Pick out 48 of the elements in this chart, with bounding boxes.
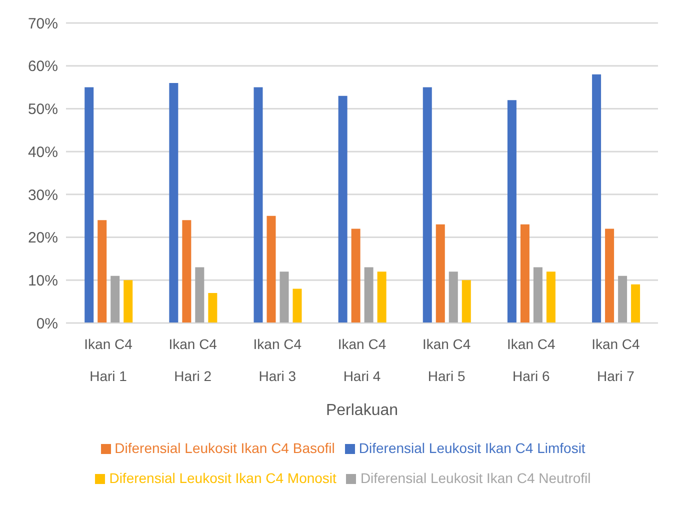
bar — [520, 224, 530, 323]
y-tick-label: 0% — [36, 315, 58, 332]
y-tick-label: 60% — [28, 58, 58, 76]
bar — [280, 272, 289, 323]
x-axis-title: Perlakuan — [326, 402, 398, 419]
x-tick-label: Ikan C4 Hari 4 — [338, 336, 386, 384]
x-tick-label: Ikan C4 Hari 1 — [84, 336, 133, 384]
bar — [605, 228, 614, 323]
bar — [631, 284, 640, 323]
x-tick-label: Ikan C4 Hari 7 — [592, 336, 640, 384]
y-tick-label: 30% — [28, 186, 58, 204]
x-tick-label: Ikan C4 Hari 5 — [422, 336, 471, 384]
legend-label: Diferensial Leukosit Ikan C4 Neutrofil — [360, 470, 591, 486]
y-tick-label: 50% — [28, 101, 58, 118]
legend-label: Diferensial Leukosit Ikan C4 Basofil — [114, 440, 335, 456]
bar — [182, 220, 192, 323]
legend-label: Diferensial Leukosit Ikan C4 Monosit — [109, 470, 336, 486]
bar — [292, 288, 302, 323]
bar — [169, 83, 178, 323]
bar — [618, 276, 628, 323]
bar — [110, 276, 120, 323]
bar — [533, 267, 542, 323]
legend-label: Diferensial Leukosit Ikan C4 Limfosit — [358, 440, 586, 456]
bar — [124, 280, 133, 323]
x-tick-label: Ikan C4 Hari 6 — [507, 336, 556, 384]
x-tick-label: Ikan C4 Hari 3 — [253, 336, 302, 384]
y-tick-label: 70% — [28, 15, 58, 32]
y-tick-label: 20% — [28, 230, 58, 247]
bar — [266, 216, 276, 323]
y-tick-label: 40% — [28, 144, 58, 161]
bar — [377, 272, 386, 323]
bar — [448, 272, 458, 323]
bar — [254, 87, 263, 323]
bar — [364, 267, 374, 323]
bar — [208, 293, 218, 323]
y-tick-label: 10% — [28, 272, 58, 290]
x-tick-label: Ikan C4 Hari 2 — [168, 336, 218, 384]
bar — [338, 96, 348, 323]
bar — [507, 100, 516, 323]
bar — [422, 87, 432, 323]
bar — [84, 87, 94, 323]
bar — [98, 220, 107, 323]
bar — [195, 267, 204, 323]
bar — [462, 280, 471, 323]
bar — [592, 74, 602, 323]
bar — [436, 224, 445, 323]
bar — [546, 272, 556, 323]
bar — [351, 228, 360, 323]
